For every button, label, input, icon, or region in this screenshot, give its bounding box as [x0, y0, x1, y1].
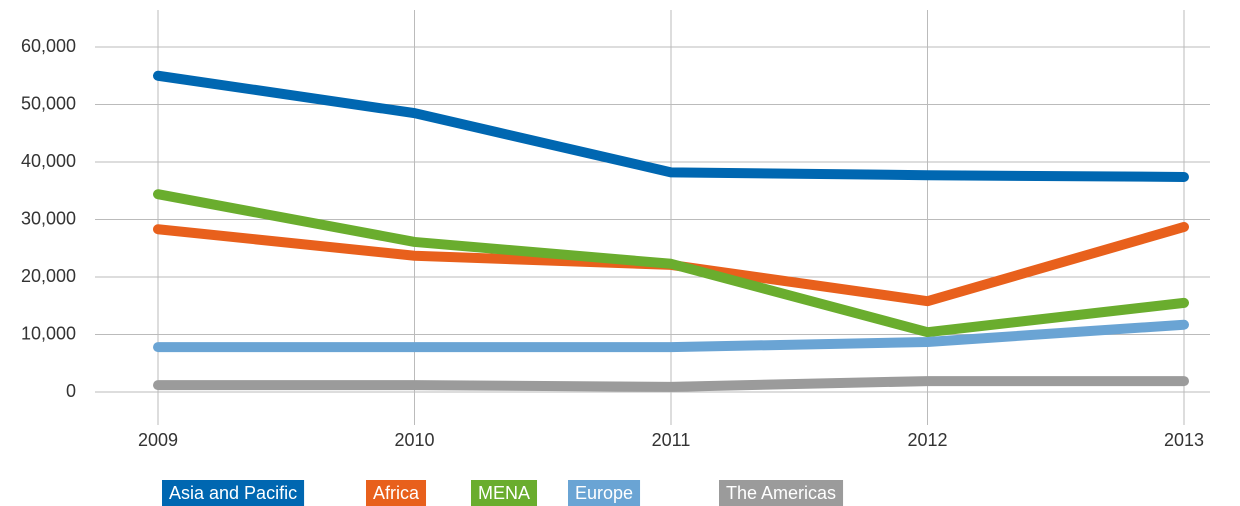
- legend-swatch: [366, 480, 427, 506]
- y-tick-label: 0: [66, 381, 76, 401]
- legend-label: MENA: [478, 483, 530, 503]
- legend-swatch: [568, 480, 641, 506]
- legend-swatch: [719, 480, 844, 506]
- x-tick-label: 2013: [1164, 430, 1204, 450]
- series-line: [153, 189, 1189, 338]
- legend-label: Europe: [575, 483, 633, 503]
- x-tick-label: 2011: [652, 430, 691, 450]
- legend-item: The Americas: [719, 480, 844, 506]
- series-line: [153, 376, 1189, 392]
- series-line: [153, 319, 1189, 353]
- y-tick-label: 40,000: [21, 151, 76, 171]
- y-tick-label: 20,000: [21, 266, 76, 286]
- y-tick-label: 10,000: [21, 323, 76, 343]
- x-tick-label: 2010: [394, 430, 434, 450]
- legend-label: Asia and Pacific: [169, 483, 297, 503]
- legend-label: Africa: [373, 483, 420, 503]
- x-tick-label: 2009: [138, 430, 178, 450]
- legend-item: MENA: [471, 480, 538, 506]
- legend-item: Asia and Pacific: [162, 480, 305, 506]
- series-line: [153, 70, 1189, 182]
- x-tick-label: 2012: [907, 430, 947, 450]
- legend-item: Europe: [568, 480, 641, 506]
- legend-swatch: [471, 480, 538, 506]
- y-tick-label: 50,000: [21, 93, 76, 113]
- y-tick-label: 30,000: [21, 208, 76, 228]
- legend-label: The Americas: [726, 483, 836, 503]
- legend-item: Africa: [366, 480, 427, 506]
- legend-swatch: [162, 480, 305, 506]
- y-tick-label: 60,000: [21, 36, 76, 56]
